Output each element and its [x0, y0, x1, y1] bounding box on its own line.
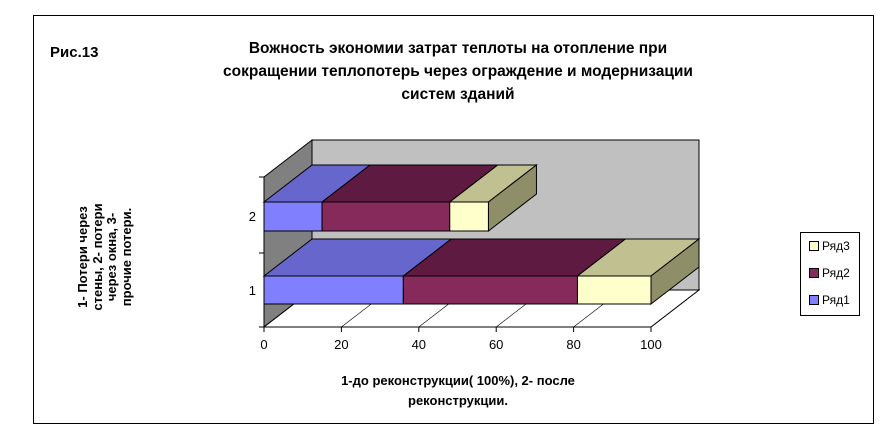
- x-tick-label-0: 0: [260, 337, 267, 352]
- legend-item-series-1: Ряд1: [809, 293, 850, 307]
- bar-side-2: [487, 163, 537, 233]
- figure-label: Рис.13: [50, 44, 99, 61]
- bar-side-1: [650, 237, 700, 306]
- bar-1-series-3: [576, 275, 652, 305]
- legend-swatch-series-3: [809, 241, 819, 251]
- bar-1-series-2: [402, 275, 578, 305]
- legend: Ряд3 Ряд2 Ряд1: [800, 232, 860, 316]
- floor-gridline: [650, 289, 700, 328]
- x-tick-label-40: 40: [412, 337, 426, 352]
- legend-swatch-series-1: [809, 295, 819, 305]
- y-tick-label-2: 2: [249, 209, 256, 224]
- bar-1-series-1: [263, 275, 404, 305]
- legend-label-series-2: Ряд2: [822, 266, 850, 280]
- x-axis-label: 1-до реконструкции( 100%), 2- после реко…: [341, 373, 575, 408]
- axes: 0 20 40 60 80 100 1 2: [249, 176, 662, 352]
- x-tick-label-20: 20: [334, 337, 348, 352]
- legend-label-series-3: Ряд3: [822, 239, 850, 253]
- legend-item-series-2: Ряд2: [809, 266, 850, 280]
- legend-item-series-3: Ряд3: [809, 239, 850, 253]
- bar-2-series-3: [449, 201, 489, 232]
- bar-2-series-1: [263, 201, 323, 232]
- chart-title: Вожность экономии затрат теплоты на отоп…: [223, 40, 693, 103]
- x-tick-label-80: 80: [566, 337, 580, 352]
- y-tick-label-1: 1: [249, 283, 256, 298]
- x-tick-label-60: 60: [489, 337, 503, 352]
- legend-swatch-series-2: [809, 268, 819, 278]
- y-axis-label: 1- Потери через стены, 2- потери через о…: [75, 203, 134, 311]
- x-tick-label-100: 100: [640, 337, 662, 352]
- bars: [262, 163, 701, 306]
- bar-2-series-2: [321, 201, 451, 232]
- legend-label-series-1: Ряд1: [822, 293, 850, 307]
